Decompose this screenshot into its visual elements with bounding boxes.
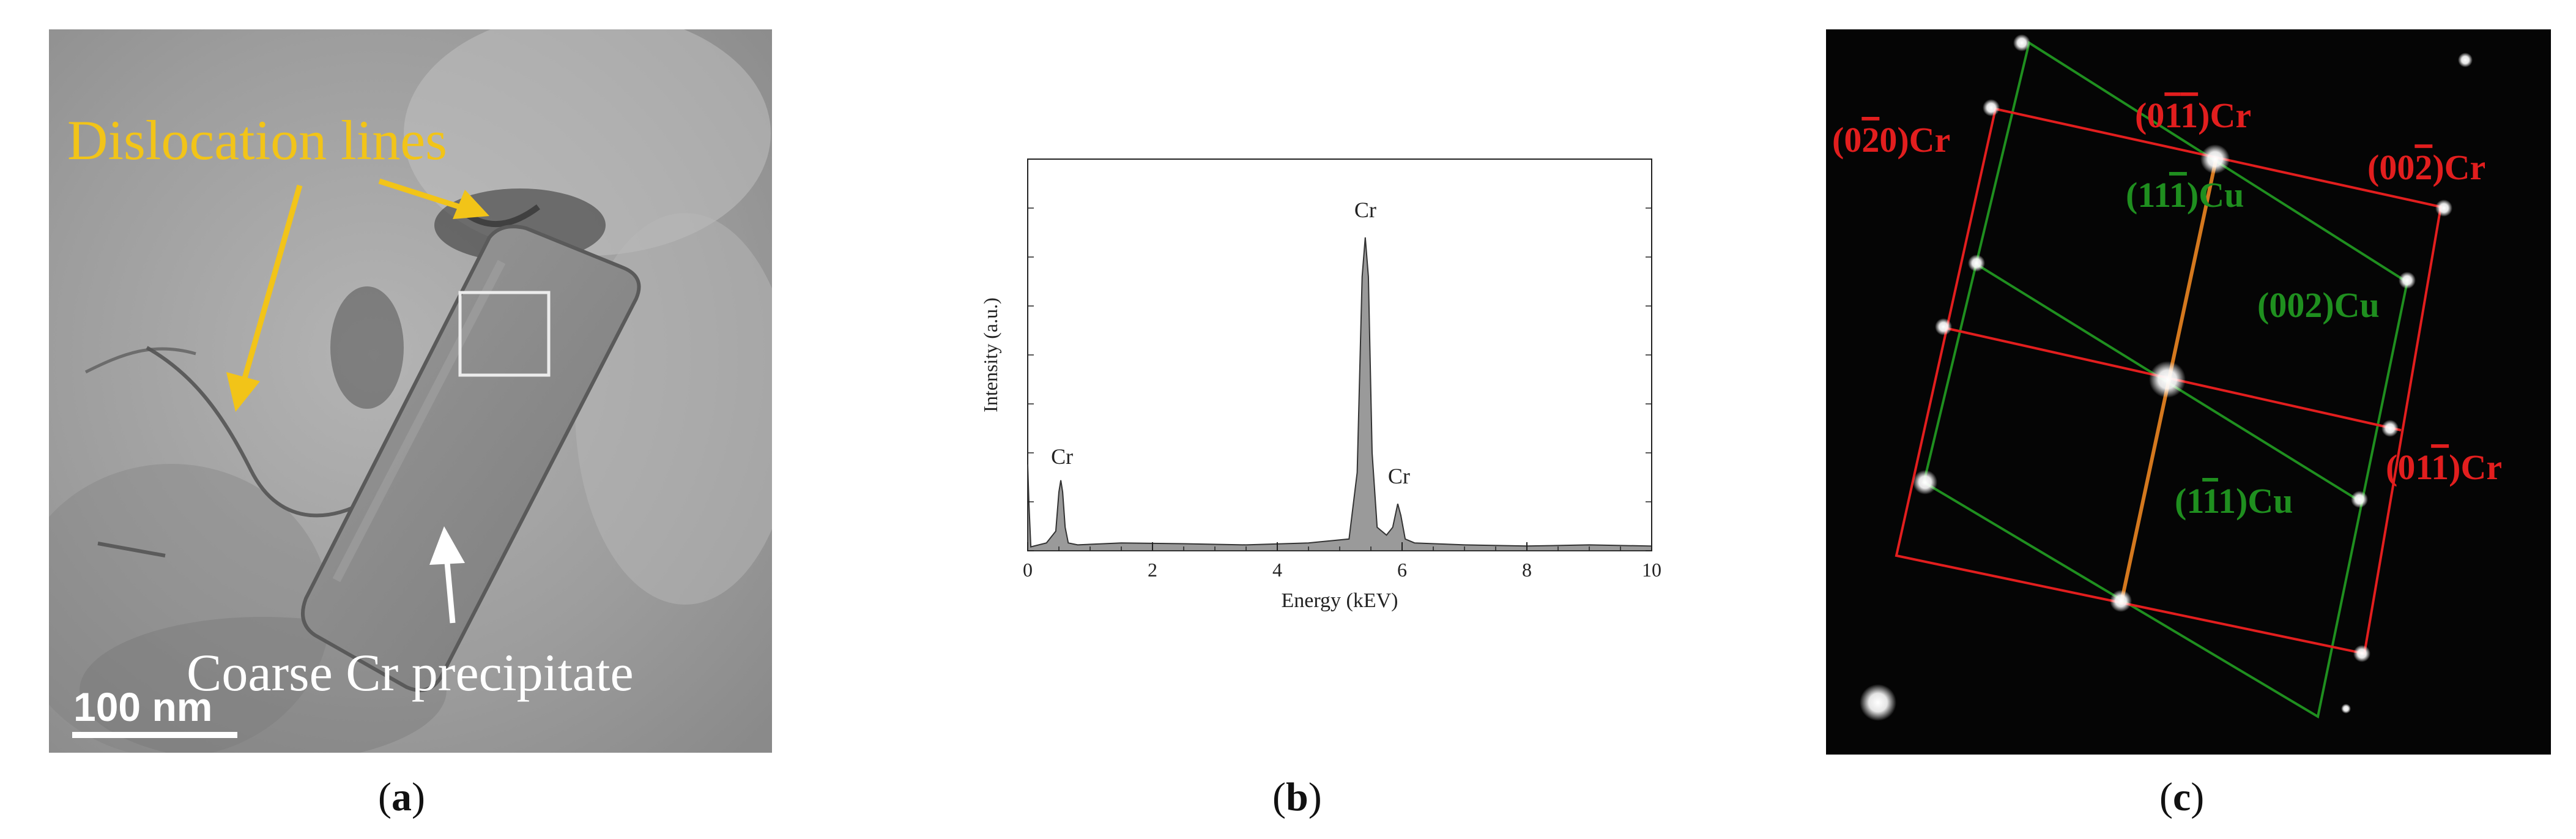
x-axis-label: Energy (kEV) xyxy=(1281,589,1398,612)
caption-a: (a) xyxy=(378,775,425,819)
peak-label: Cr xyxy=(1354,198,1376,222)
x-tick-label: 0 xyxy=(1023,559,1033,581)
diffraction-spots xyxy=(1860,34,2473,721)
peak-label: Cr xyxy=(1388,464,1410,488)
arrow-dislocation-2 xyxy=(242,184,303,379)
cr-precipitate xyxy=(301,225,641,692)
panel-b-eds-spectrum: 0 2 4 6 8 10 Energy (kEV) Intensity (a.u.) Cr Cr C… xyxy=(979,158,1661,612)
cr-labels: (020)Cr (011)Cr (002)Cr (011)Cr xyxy=(1832,95,2502,487)
selected-area-box xyxy=(458,291,551,377)
spectrum-area xyxy=(1027,237,1652,551)
arrow-dislocation-1 xyxy=(378,178,472,214)
x-tick-label: 4 xyxy=(1272,559,1282,581)
precipitate-label: Coarse Cr precipitate xyxy=(187,643,634,702)
peak-label: Cr xyxy=(1051,444,1073,469)
label-cu-002: (002)Cu xyxy=(2257,285,2380,325)
label-cu-1-11: (111)Cu xyxy=(2175,481,2293,521)
label-cr-002: (002)Cr xyxy=(2367,147,2485,187)
cu-labels: (111)Cu (002)Cu (111)Cu xyxy=(2126,175,2380,521)
scale-bar xyxy=(72,732,237,738)
panel-c-diffraction-pattern: (020)Cr (011)Cr (002)Cr (011)Cr (111)Cu … xyxy=(1826,29,2551,755)
label-cr-011: (011)Cr xyxy=(2135,95,2251,135)
scale-bar-label: 100 nm xyxy=(73,684,212,729)
dislocation-label: Dislocation lines xyxy=(67,109,447,171)
label-cr-020: (020)Cr xyxy=(1832,120,1950,160)
x-tick-label: 8 xyxy=(1522,559,1532,581)
label-cr-01-1: (011)Cr xyxy=(2386,447,2502,487)
panel-a-micrograph: Dislocation lines Coarse Cr precipitate … xyxy=(49,29,772,753)
y-axis-label: Intensity (a.u.) xyxy=(979,297,1001,412)
arrow-precipitate xyxy=(444,555,456,624)
label-cu-111: (111)Cu xyxy=(2126,175,2244,215)
caption-b: (b) xyxy=(1272,775,1322,819)
dislocation-line xyxy=(146,346,368,518)
plot-frame xyxy=(1027,158,1652,551)
caption-c: (c) xyxy=(2159,775,2205,819)
x-tick-label: 6 xyxy=(1397,559,1407,581)
x-tick-label: 10 xyxy=(1642,559,1661,581)
x-tick-label: 2 xyxy=(1148,559,1157,581)
